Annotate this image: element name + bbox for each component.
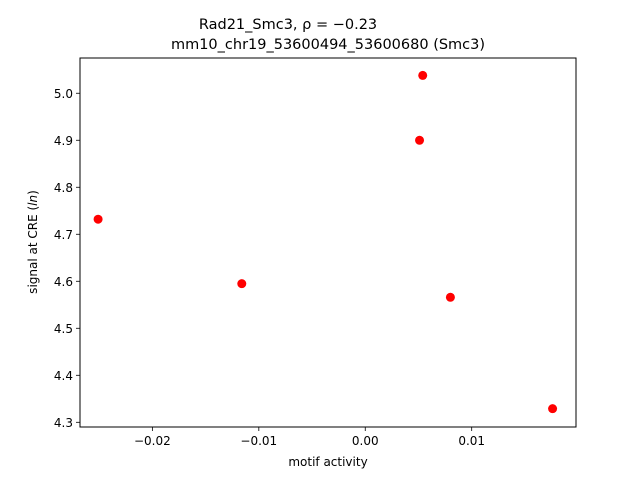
- x-tick-label: 0.00: [352, 434, 379, 448]
- y-axis-label-italic: ln: [26, 195, 40, 206]
- y-tick-label: 4.7: [54, 228, 73, 242]
- x-tick-label: 0.01: [458, 434, 485, 448]
- x-tick-label: −0.01: [240, 434, 277, 448]
- data-point: [415, 135, 425, 145]
- data-point: [418, 70, 428, 80]
- data-point: [93, 214, 103, 224]
- data-point: [445, 292, 455, 302]
- data-point: [548, 404, 558, 414]
- y-tick-label: 4.5: [54, 322, 73, 336]
- y-tick-label: 4.3: [54, 416, 73, 430]
- y-tick-label: 5.0: [54, 87, 73, 101]
- y-axis-label-prefix: signal at CRE (: [26, 206, 40, 294]
- y-tick-label: 4.8: [54, 181, 73, 195]
- data-point: [237, 279, 247, 289]
- y-tick-label: 4.9: [54, 134, 73, 148]
- x-axis: −0.02 −0.01 0.00 0.01: [134, 427, 485, 448]
- y-axis-label: signal at CRE (ln): [26, 190, 40, 294]
- plot-area: [79, 57, 577, 428]
- data-points: [93, 70, 558, 414]
- y-axis: 4.3 4.4 4.5 4.6 4.7 4.8 4.9 5.0: [54, 87, 80, 430]
- y-tick-label: 4.4: [54, 369, 73, 383]
- x-tick-label: −0.02: [134, 434, 171, 448]
- y-axis-label-suffix: ): [26, 190, 40, 195]
- y-tick-label: 4.6: [54, 275, 73, 289]
- chart-title-line2: mm10_chr19_53600494_53600680 (Smc3): [171, 37, 485, 53]
- x-axis-label: motif activity: [288, 455, 367, 469]
- chart-title-line1: Rad21_Smc3, ρ = −0.23: [199, 17, 377, 33]
